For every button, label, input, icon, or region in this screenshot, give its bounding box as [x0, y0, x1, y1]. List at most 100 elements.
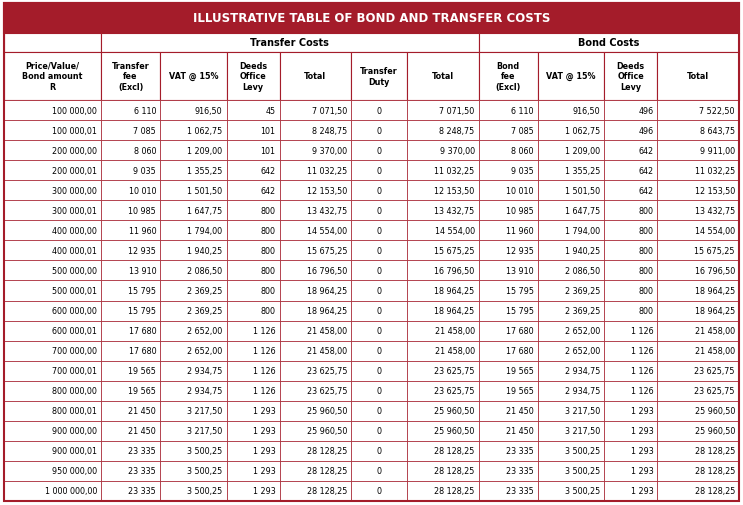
Bar — [658, 341, 739, 361]
Bar — [4, 181, 101, 201]
Bar — [4, 281, 101, 301]
Text: 100 000,00: 100 000,00 — [52, 107, 97, 115]
Bar — [407, 101, 478, 121]
Text: 2 086,50: 2 086,50 — [187, 267, 223, 275]
Text: 1 126: 1 126 — [253, 346, 276, 356]
Bar — [538, 441, 604, 461]
Text: 300 000,00: 300 000,00 — [52, 186, 97, 195]
Bar — [279, 121, 351, 141]
Bar — [4, 4, 739, 33]
Text: 642: 642 — [261, 167, 276, 175]
Text: 28 128,25: 28 128,25 — [307, 486, 347, 495]
Bar — [101, 361, 160, 381]
Text: 1 355,25: 1 355,25 — [565, 167, 600, 175]
Bar — [538, 461, 604, 481]
Text: 0: 0 — [377, 286, 382, 295]
Text: 1 293: 1 293 — [253, 407, 276, 416]
Bar — [160, 301, 227, 321]
Bar — [4, 261, 101, 281]
Text: 496: 496 — [638, 126, 653, 135]
Text: 28 128,25: 28 128,25 — [307, 446, 347, 456]
Text: 18 964,25: 18 964,25 — [435, 286, 475, 295]
Text: 496: 496 — [638, 107, 653, 115]
Text: 101: 101 — [261, 126, 276, 135]
Bar — [4, 101, 101, 121]
Bar — [101, 381, 160, 401]
Text: 11 960: 11 960 — [506, 226, 534, 235]
Bar — [604, 121, 658, 141]
Text: 28 128,25: 28 128,25 — [435, 467, 475, 476]
Text: 1 000 000,00: 1 000 000,00 — [45, 486, 97, 495]
Bar — [227, 241, 279, 261]
Bar — [658, 441, 739, 461]
Bar — [101, 33, 478, 53]
Text: 9 370,00: 9 370,00 — [440, 146, 475, 156]
Bar — [101, 261, 160, 281]
Text: 21 458,00: 21 458,00 — [695, 346, 735, 356]
Text: 28 128,25: 28 128,25 — [695, 486, 735, 495]
Bar — [604, 481, 658, 501]
Bar — [478, 361, 538, 381]
Bar — [604, 53, 658, 101]
Bar — [351, 401, 407, 421]
Bar — [658, 141, 739, 161]
Text: 15 675,25: 15 675,25 — [695, 246, 735, 256]
Bar — [658, 281, 739, 301]
Bar — [351, 461, 407, 481]
Bar — [4, 481, 101, 501]
Bar — [351, 221, 407, 241]
Bar — [4, 241, 101, 261]
Text: 1 647,75: 1 647,75 — [565, 207, 600, 216]
Bar — [604, 421, 658, 441]
Text: 0: 0 — [377, 107, 382, 115]
Text: 28 128,25: 28 128,25 — [695, 467, 735, 476]
Text: 21 458,00: 21 458,00 — [435, 326, 475, 335]
Text: 0: 0 — [377, 246, 382, 256]
Bar — [227, 441, 279, 461]
Text: 11 960: 11 960 — [129, 226, 156, 235]
Bar — [351, 201, 407, 221]
Text: 1 501,50: 1 501,50 — [565, 186, 600, 195]
Bar — [478, 161, 538, 181]
Text: 25 960,50: 25 960,50 — [695, 427, 735, 435]
Text: 25 960,50: 25 960,50 — [435, 427, 475, 435]
Bar — [160, 401, 227, 421]
Bar — [101, 181, 160, 201]
Bar — [4, 161, 101, 181]
Bar — [478, 121, 538, 141]
Bar — [407, 441, 478, 461]
Bar — [4, 121, 101, 141]
Bar — [227, 141, 279, 161]
Bar — [407, 241, 478, 261]
Bar — [351, 421, 407, 441]
Bar — [478, 341, 538, 361]
Bar — [658, 301, 739, 321]
Bar — [160, 201, 227, 221]
Bar — [407, 161, 478, 181]
Text: 8 060: 8 060 — [511, 146, 534, 156]
Text: 16 796,50: 16 796,50 — [435, 267, 475, 275]
Text: Transfer
fee
(Excl): Transfer fee (Excl) — [111, 62, 149, 91]
Bar — [478, 381, 538, 401]
Text: 19 565: 19 565 — [506, 386, 534, 395]
Bar — [227, 101, 279, 121]
Bar — [351, 161, 407, 181]
Text: 17 680: 17 680 — [506, 326, 534, 335]
Bar — [160, 381, 227, 401]
Bar — [227, 421, 279, 441]
Text: 800: 800 — [261, 307, 276, 316]
Bar — [101, 301, 160, 321]
Text: 28 128,25: 28 128,25 — [695, 446, 735, 456]
Text: 14 554,00: 14 554,00 — [435, 226, 475, 235]
Text: 2 934,75: 2 934,75 — [187, 386, 223, 395]
Text: 2 369,25: 2 369,25 — [187, 307, 223, 316]
Text: 18 964,25: 18 964,25 — [695, 286, 735, 295]
Text: 0: 0 — [377, 307, 382, 316]
Bar — [478, 53, 538, 101]
Bar — [604, 341, 658, 361]
Bar — [658, 121, 739, 141]
Text: 1 794,00: 1 794,00 — [187, 226, 223, 235]
Text: 0: 0 — [377, 367, 382, 375]
Bar — [101, 461, 160, 481]
Text: VAT @ 15%: VAT @ 15% — [169, 72, 218, 81]
